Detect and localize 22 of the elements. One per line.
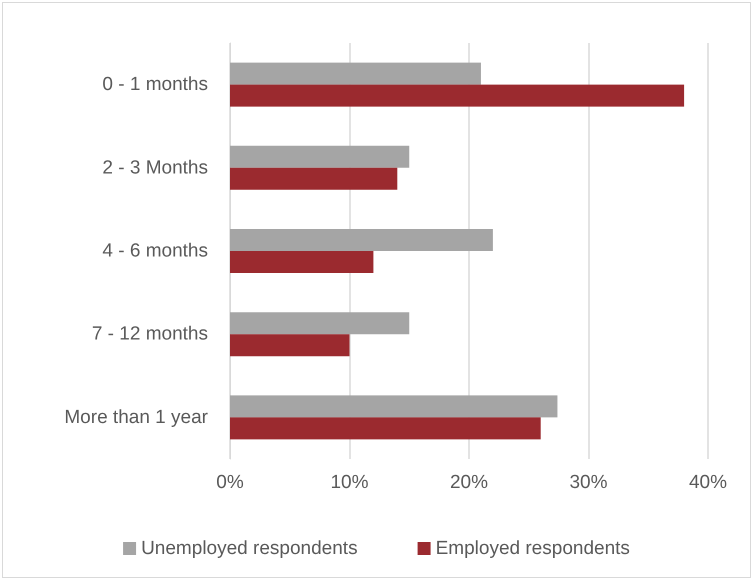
y-tick-label: 7 - 12 months bbox=[92, 324, 208, 345]
x-tick-label: 30% bbox=[569, 472, 608, 493]
x-tick-label: 40% bbox=[688, 472, 728, 493]
x-tick-label: 0% bbox=[216, 472, 244, 493]
bar bbox=[230, 312, 410, 334]
y-tick-label: More than 1 year bbox=[64, 406, 209, 428]
bar bbox=[230, 251, 374, 273]
legend-label: Unemployed respondents bbox=[141, 538, 358, 559]
bar bbox=[230, 168, 398, 190]
bar bbox=[230, 334, 350, 356]
x-tick-label: 10% bbox=[330, 472, 369, 493]
y-tick-label: 2 - 3 Months bbox=[102, 157, 208, 178]
y-tick-label: 4 - 6 months bbox=[102, 240, 208, 262]
legend-label: Employed respondents bbox=[436, 538, 630, 559]
bar bbox=[230, 62, 481, 85]
bar bbox=[230, 395, 558, 418]
bar bbox=[230, 229, 493, 251]
y-tick-label: 0 - 1 months bbox=[102, 74, 208, 96]
bar bbox=[230, 146, 410, 168]
x-tick-label: 20% bbox=[450, 472, 488, 493]
bar bbox=[230, 417, 541, 440]
bar bbox=[230, 84, 684, 107]
